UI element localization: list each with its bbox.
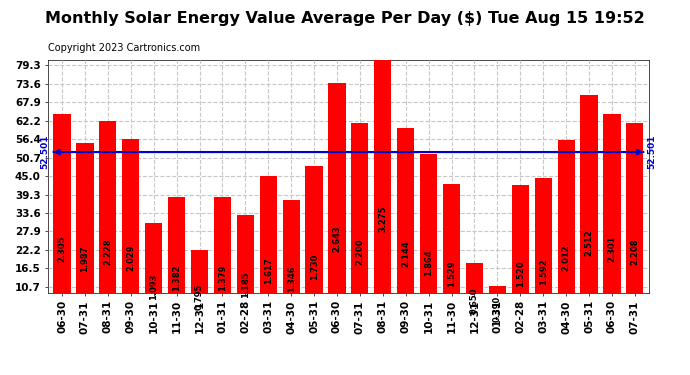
Bar <box>558 140 575 322</box>
Text: 2.512: 2.512 <box>584 229 593 256</box>
Text: Monthly Solar Energy Value Average Per Day ($) Tue Aug 15 19:52: Monthly Solar Energy Value Average Per D… <box>45 11 645 26</box>
Bar <box>328 84 346 322</box>
Text: 2.029: 2.029 <box>126 244 135 271</box>
Bar <box>397 128 414 322</box>
Bar <box>168 197 185 322</box>
Text: 2.200: 2.200 <box>355 239 364 266</box>
Bar <box>214 197 231 322</box>
Text: 2.305: 2.305 <box>57 236 66 262</box>
Bar <box>145 223 162 322</box>
Bar <box>122 139 139 322</box>
Bar <box>237 215 254 322</box>
Bar <box>283 200 299 322</box>
Text: 1.730: 1.730 <box>310 254 319 280</box>
Bar <box>443 184 460 322</box>
Bar <box>99 121 117 322</box>
Text: 52.501: 52.501 <box>41 135 50 169</box>
Text: 1.864: 1.864 <box>424 249 433 276</box>
Text: 2.012: 2.012 <box>562 245 571 272</box>
Bar <box>53 114 70 322</box>
Bar <box>466 263 483 322</box>
Text: 1.382: 1.382 <box>172 265 181 291</box>
Text: 1.529: 1.529 <box>447 260 456 286</box>
Text: 52.501: 52.501 <box>647 135 656 169</box>
Bar <box>77 142 94 322</box>
Bar <box>512 184 529 322</box>
Text: 1.346: 1.346 <box>286 266 296 292</box>
Text: 1.592: 1.592 <box>539 258 548 285</box>
Text: 3.275: 3.275 <box>378 205 387 231</box>
Text: 0.650: 0.650 <box>470 288 479 314</box>
Bar <box>306 166 323 322</box>
Bar <box>535 178 552 322</box>
Text: 2.228: 2.228 <box>104 238 112 265</box>
Text: 1.617: 1.617 <box>264 257 273 284</box>
Text: 2.208: 2.208 <box>631 239 640 265</box>
Text: 2.144: 2.144 <box>401 241 411 267</box>
Text: 1.987: 1.987 <box>81 246 90 272</box>
Bar <box>351 123 368 322</box>
Text: 0.795: 0.795 <box>195 283 204 310</box>
Bar <box>489 286 506 322</box>
Text: Copyright 2023 Cartronics.com: Copyright 2023 Cartronics.com <box>48 43 200 53</box>
Text: 1.093: 1.093 <box>149 274 158 300</box>
Bar <box>603 114 620 322</box>
Text: 1.520: 1.520 <box>516 260 525 287</box>
Bar <box>374 27 391 322</box>
Bar <box>191 250 208 322</box>
Bar <box>580 95 598 322</box>
Text: 2.643: 2.643 <box>333 225 342 252</box>
Text: 1.185: 1.185 <box>241 271 250 297</box>
Bar <box>259 176 277 322</box>
Bar <box>420 154 437 322</box>
Text: 2.301: 2.301 <box>607 236 616 262</box>
Bar <box>627 123 644 322</box>
Text: 0.390: 0.390 <box>493 296 502 322</box>
Text: 1.379: 1.379 <box>218 265 227 291</box>
